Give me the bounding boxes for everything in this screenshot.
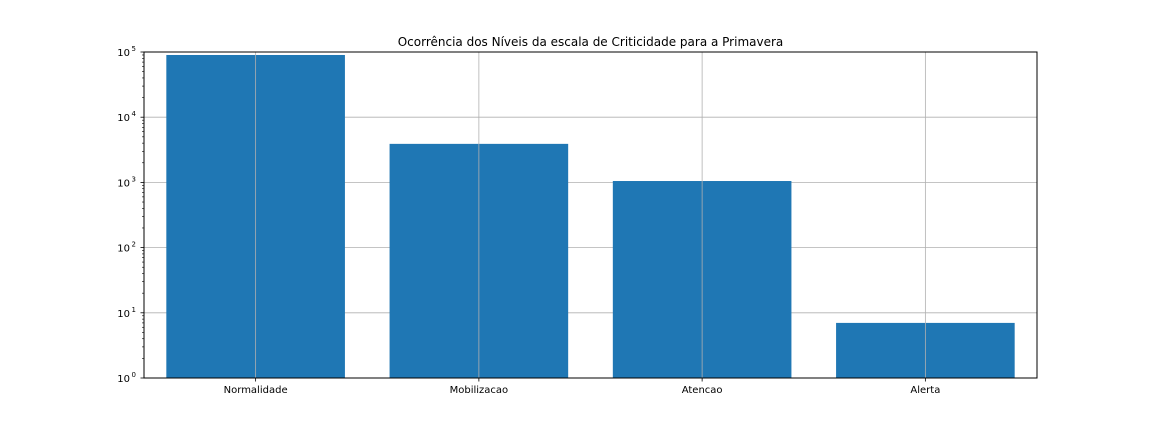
x-axis: Normalidade Mobilizacao Atencao Alerta bbox=[224, 378, 940, 396]
y-tick-base: 10 bbox=[117, 113, 130, 124]
y-tick-base: 10 bbox=[117, 48, 130, 59]
x-tick-label: Mobilizacao bbox=[450, 385, 509, 396]
chart-title: Ocorrência dos Níveis da escala de Criti… bbox=[398, 35, 784, 49]
y-tick-base: 10 bbox=[117, 244, 130, 255]
y-tick-base: 10 bbox=[117, 309, 130, 320]
y-tick-exponent: 3 bbox=[132, 175, 136, 183]
y-tick-label: 10 2 bbox=[117, 241, 136, 255]
y-tick-exponent: 1 bbox=[132, 306, 136, 314]
plot-frame bbox=[143, 51, 1038, 379]
y-tick-exponent: 4 bbox=[132, 110, 137, 118]
grid-lines-front bbox=[255, 52, 926, 378]
y-tick-label: 10 0 bbox=[117, 371, 136, 385]
y-tick-label: 10 1 bbox=[117, 306, 136, 320]
x-tick-label: Alerta bbox=[910, 385, 940, 396]
y-tick-exponent: 5 bbox=[132, 45, 136, 53]
y-tick-base: 10 bbox=[117, 178, 130, 189]
bars bbox=[166, 54, 1015, 378]
x-tick-label: Normalidade bbox=[224, 385, 288, 396]
x-tick-label: Atencao bbox=[682, 385, 723, 396]
y-tick-base: 10 bbox=[117, 374, 130, 385]
y-tick-exponent: 2 bbox=[132, 241, 136, 249]
y-tick-label: 10 5 bbox=[117, 45, 136, 59]
y-tick-exponent: 0 bbox=[132, 371, 136, 379]
y-tick-label: 10 4 bbox=[117, 110, 136, 124]
y-tick-label: 10 3 bbox=[117, 175, 136, 189]
